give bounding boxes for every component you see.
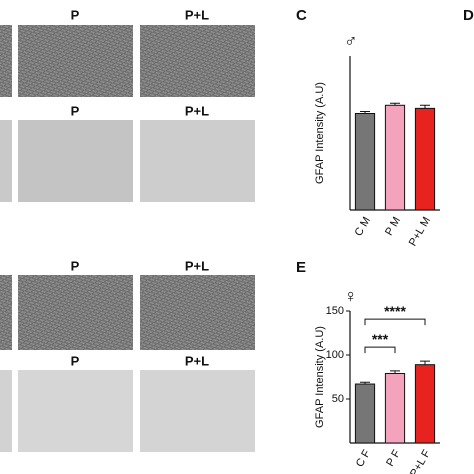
image: [0, 25, 12, 97]
image: [0, 120, 12, 202]
image: [140, 370, 255, 452]
panel-letter: D: [463, 7, 474, 24]
bar: [384, 372, 406, 444]
image-label: P: [71, 7, 80, 22]
x-tick-label: P M: [383, 215, 403, 238]
x-tick-label: C M: [353, 215, 373, 238]
chart-title: ♀: [344, 286, 358, 306]
image: [18, 370, 133, 452]
image-label: P: [71, 353, 80, 368]
image: [140, 120, 255, 202]
error-bar: [390, 102, 400, 106]
image-label: P+L: [185, 258, 209, 273]
error-bar: [360, 110, 370, 114]
image-label: P: [71, 103, 80, 118]
bar: [354, 383, 376, 444]
significance-bracket: [364, 346, 396, 354]
image: [140, 25, 255, 97]
bar: [384, 104, 406, 211]
y-tick-label: 100: [326, 349, 344, 361]
x-tick-label: P+L M: [407, 215, 433, 248]
x-tick-label: P F: [384, 448, 403, 469]
y-axis-label: GFAP Intensity (A.U): [314, 326, 326, 428]
error-bar: [390, 370, 400, 374]
image: [18, 120, 133, 202]
y-axis-label: GFAP Intensity (A.U): [314, 82, 326, 184]
panel-letter: C: [296, 7, 307, 24]
image: [0, 275, 12, 350]
micrographs: [0, 25, 255, 452]
bar: [414, 107, 436, 211]
significance-label: ***: [372, 331, 389, 347]
x-tick-label: P+L F: [408, 448, 433, 474]
significance-label: ****: [384, 303, 406, 319]
image: [18, 25, 133, 97]
error-bar: [420, 104, 430, 109]
chart-title: ♂: [344, 31, 358, 51]
image-label: P: [71, 258, 80, 273]
image: [140, 275, 255, 350]
image-label: P+L: [185, 353, 209, 368]
significance-bracket: [364, 318, 426, 326]
error-bar: [360, 381, 370, 385]
panel-letter: E: [296, 259, 306, 276]
bar: [354, 112, 376, 211]
y-tick-label: 150: [326, 305, 344, 317]
image-label: P+L: [185, 7, 209, 22]
error-bar: [420, 360, 430, 365]
image-label: P+L: [185, 103, 209, 118]
image: [0, 370, 12, 452]
bar: [414, 364, 436, 444]
y-tick-label: 50: [332, 393, 344, 405]
image: [18, 275, 133, 350]
x-tick-label: C F: [354, 448, 373, 470]
